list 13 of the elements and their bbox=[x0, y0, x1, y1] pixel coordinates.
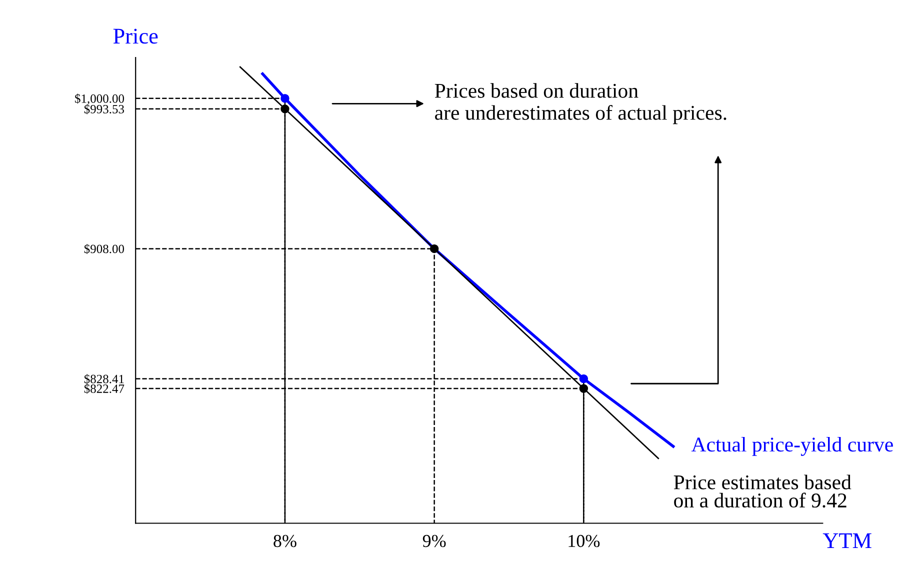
x-axis-title: YTM bbox=[822, 533, 872, 548]
y-tick-label: $908.00 bbox=[84, 244, 124, 254]
series-label: Actual price-yield curve bbox=[691, 436, 893, 456]
x-tick-label: 8% bbox=[274, 534, 296, 548]
y-tick-label: $822.47 bbox=[84, 384, 124, 394]
x-tick-label: 10% bbox=[568, 534, 600, 548]
annotation: Prices based on duration are underestimates of actual prices. bbox=[434, 83, 726, 124]
x-tick-label: 9% bbox=[422, 534, 446, 548]
y-axis-title: Price bbox=[113, 28, 158, 44]
y-tick-label: $1,000.00 bbox=[75, 94, 124, 105]
series-label: Price estimates based on a duration of 9.42 bbox=[674, 474, 852, 508]
y-tick-label: $828.41 bbox=[84, 374, 124, 384]
y-tick-label: $993.53 bbox=[84, 104, 124, 114]
